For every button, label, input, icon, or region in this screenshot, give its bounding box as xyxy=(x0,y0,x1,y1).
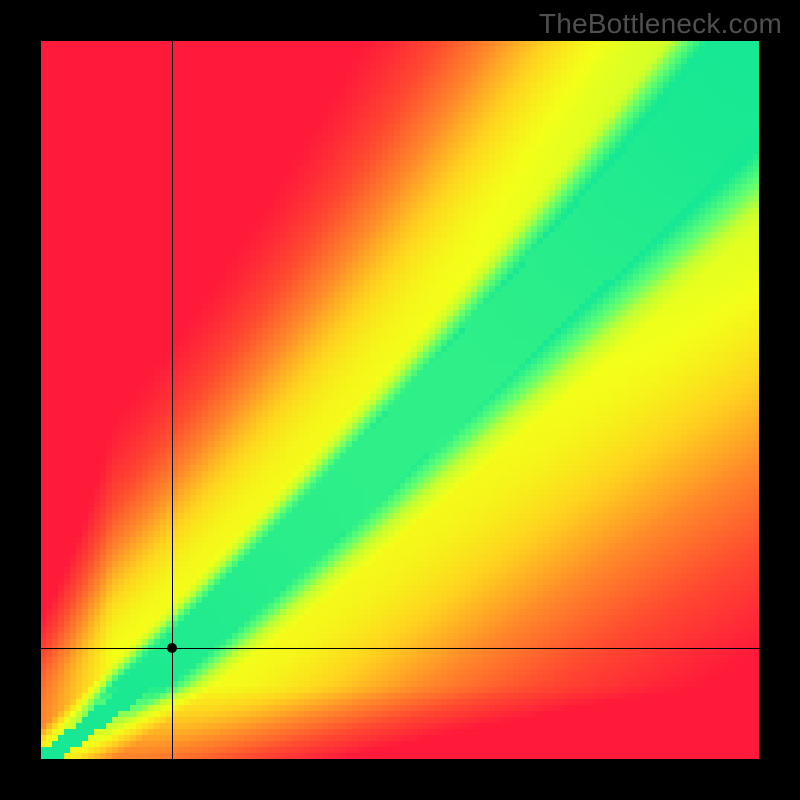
watermark-text: TheBottleneck.com xyxy=(539,8,782,40)
heatmap-canvas xyxy=(41,41,759,759)
heatmap-plot xyxy=(41,41,759,759)
